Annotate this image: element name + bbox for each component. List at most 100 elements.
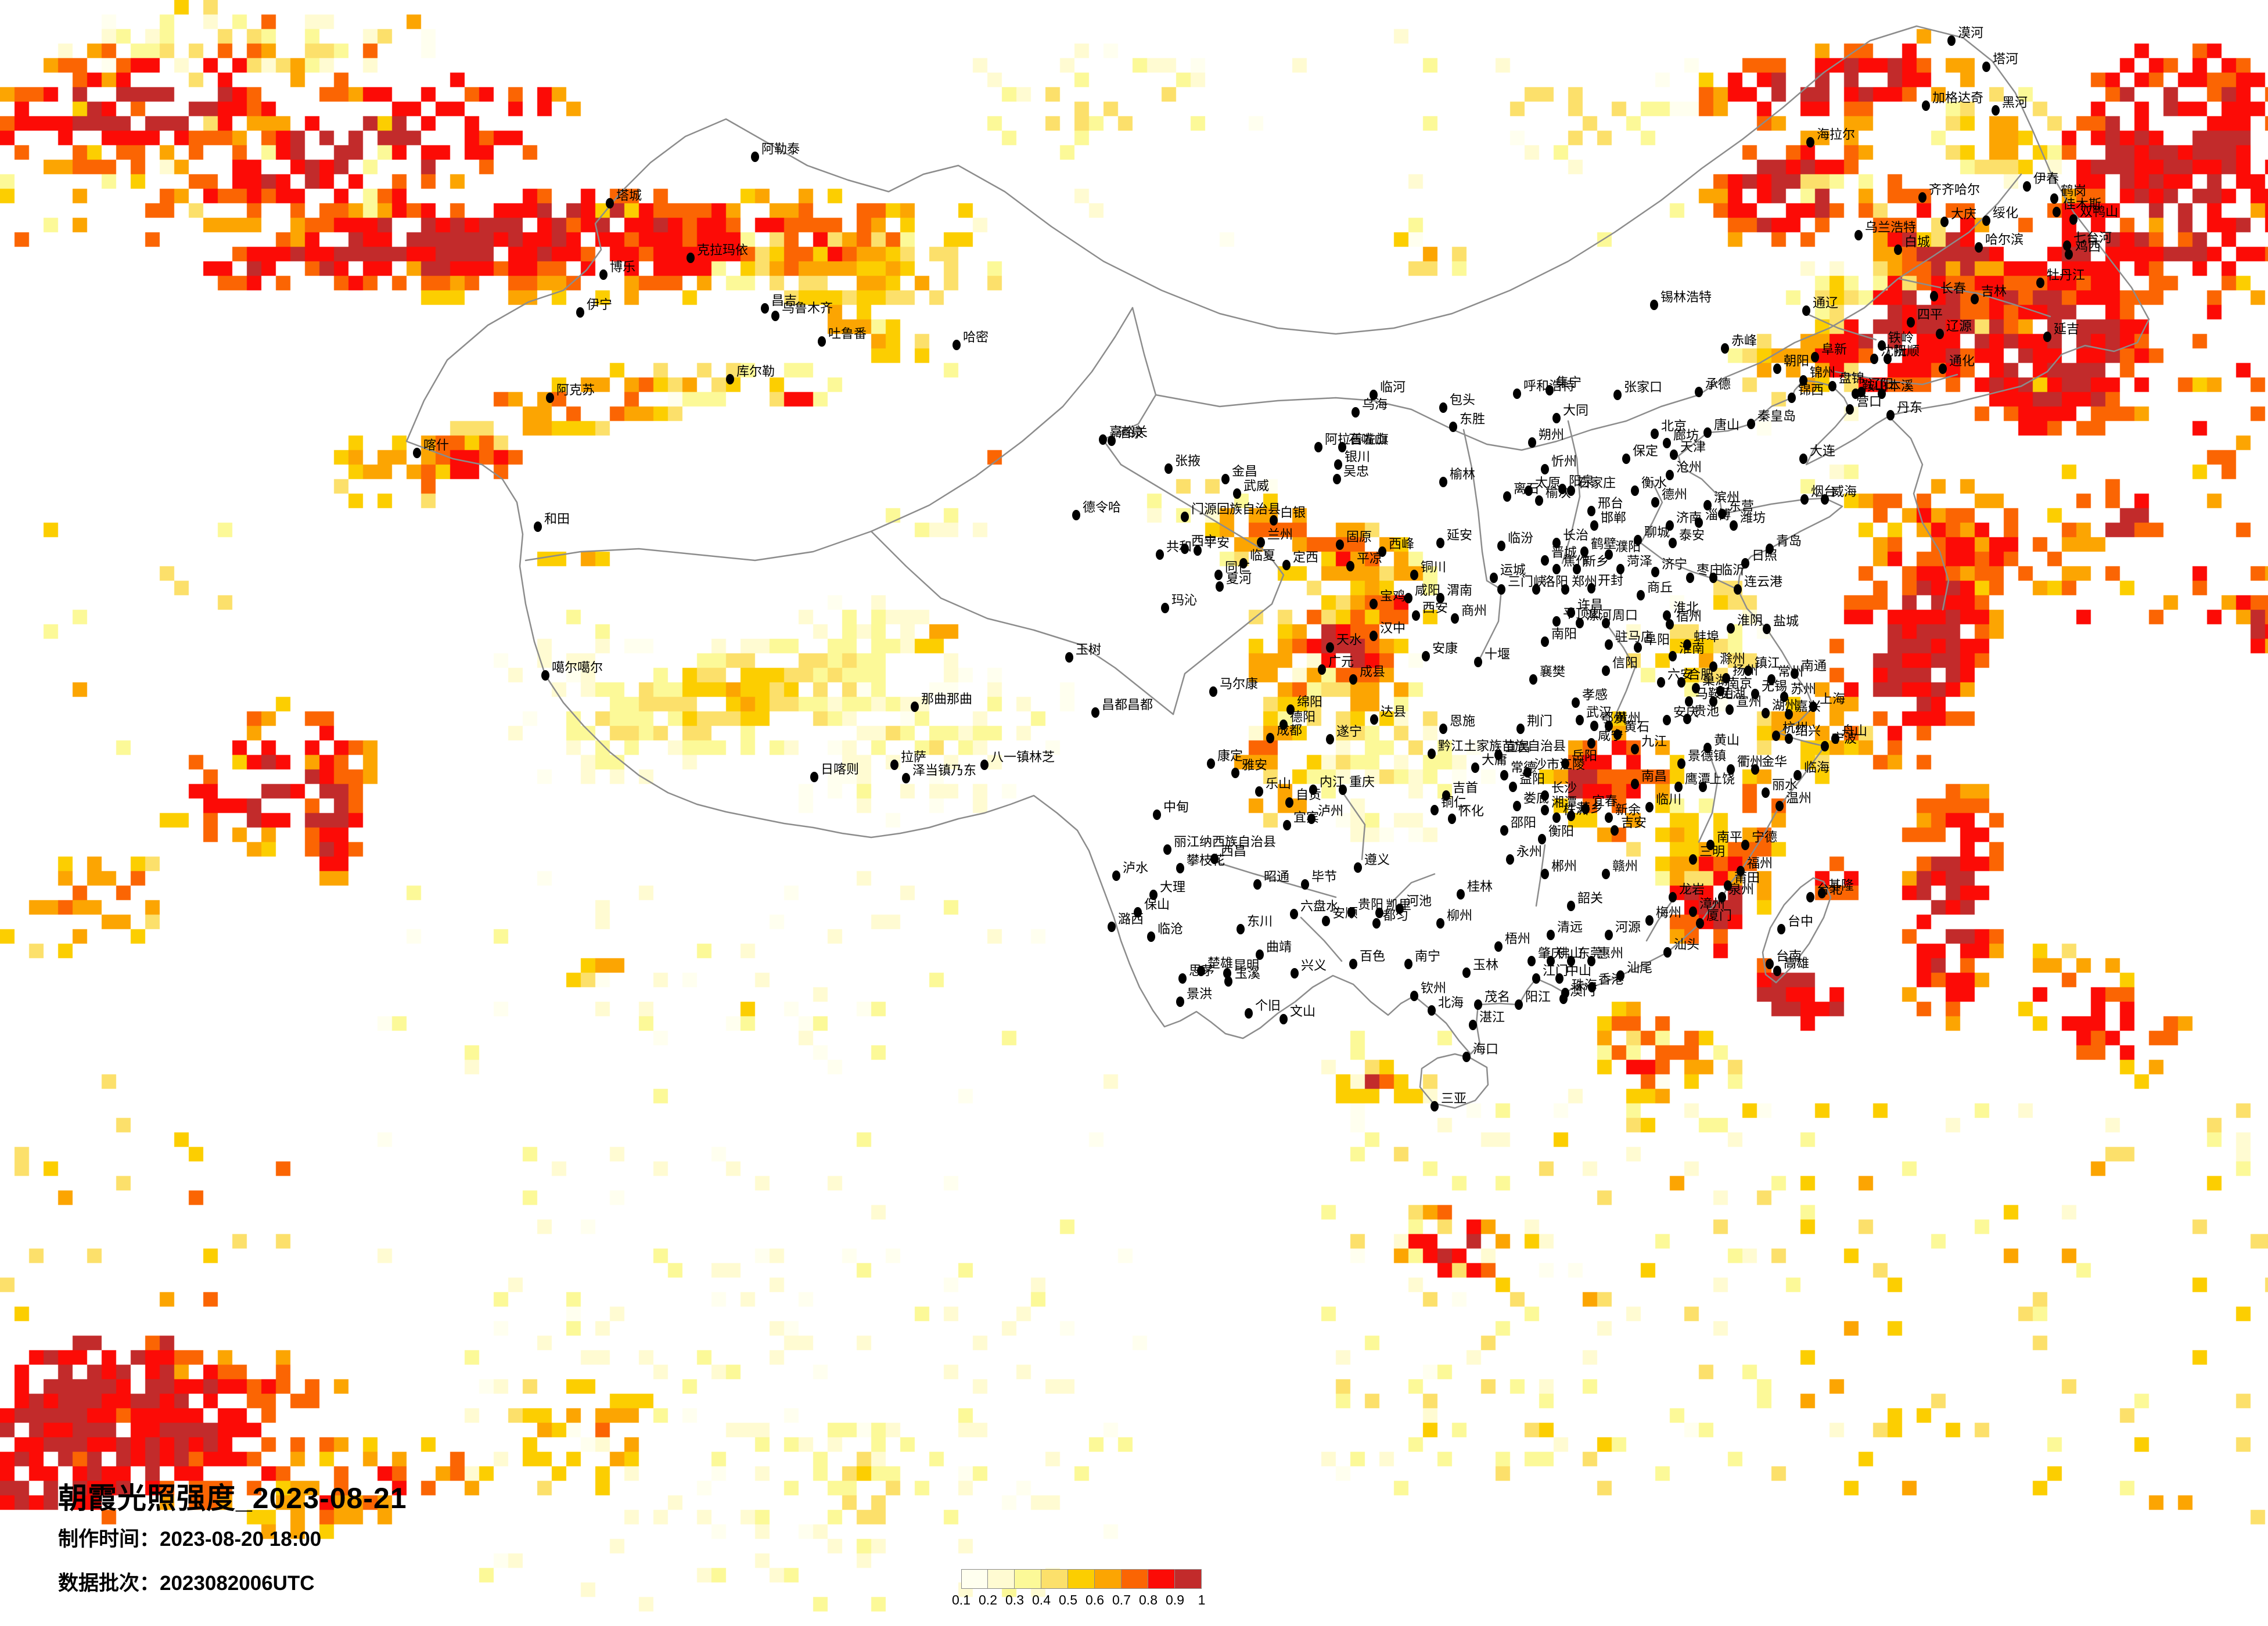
city-label: 鹤壁 (1591, 537, 1616, 551)
city-dot (1286, 704, 1295, 715)
city-那曲那曲: 那曲那曲 (911, 692, 972, 712)
city-label: 廊坊 (1673, 428, 1699, 443)
city-宁德: 宁德 (1741, 830, 1777, 850)
city-dot (1775, 801, 1784, 811)
city-label: 玉溪 (1235, 966, 1260, 981)
city-个旧: 个旧 (1245, 998, 1281, 1019)
city-dot (1283, 820, 1291, 830)
city-dot (1854, 230, 1863, 240)
city-label: 三明 (1699, 844, 1725, 859)
city-label: 雅安 (1242, 758, 1267, 772)
city-label: 宜昌 (1505, 740, 1530, 754)
city-dot (534, 521, 542, 532)
city-label: 巢湖 (1702, 673, 1728, 688)
city-label: 渭南 (1447, 583, 1472, 598)
city-dot (1497, 541, 1505, 551)
city-label: 杭州 (1782, 721, 1808, 735)
city-label: 常州 (1778, 664, 1803, 679)
city-三门峡: 三门峡 (1497, 574, 1546, 595)
city-鸡西: 鸡西 (2065, 239, 2101, 260)
city-咸宁: 咸宁 (1587, 728, 1623, 749)
city-泸水: 泸水 (1112, 861, 1148, 881)
city-dot (1576, 618, 1584, 628)
city-label: 乌鲁木齐 (782, 301, 833, 315)
city-label: 西宁 (1191, 534, 1217, 548)
city-label: 黄石 (1624, 720, 1649, 734)
city-dot (1108, 436, 1116, 446)
city-dot (1494, 941, 1503, 952)
city-盐城: 盐城 (1763, 614, 1799, 634)
city-dot (1474, 657, 1482, 667)
city-label: 大连 (1810, 444, 1835, 458)
city-label: 南宁 (1415, 949, 1440, 963)
province-line-zhejiang (1698, 748, 1719, 843)
city-dot (1587, 738, 1595, 749)
city-label: 武威 (1243, 479, 1269, 493)
city-label: 朝阳 (1784, 354, 1809, 368)
city-西宁: 西宁 (1181, 534, 1217, 554)
city-上饶: 上饶 (1699, 772, 1735, 792)
city-label: 益阳 (1519, 772, 1545, 786)
city-dot (1099, 434, 1107, 445)
city-哈尔滨: 哈尔滨 (1975, 232, 2023, 253)
province-line-shanxi-hebei (1561, 420, 1581, 564)
city-忻州: 忻州 (1541, 454, 1577, 474)
city-dot (1727, 623, 1735, 634)
city-label: 库尔勒 (736, 364, 775, 379)
city-label: 康定 (1217, 749, 1243, 763)
city-曲靖: 曲靖 (1256, 940, 1292, 960)
legend-cell-1 (961, 1569, 988, 1589)
city-临沂: 临沂 (1709, 563, 1745, 583)
city-label: 固原 (1346, 530, 1372, 544)
city-dot (1503, 491, 1511, 502)
city-label: 铁岭 (1888, 330, 1914, 345)
city-泉州: 泉州 (1718, 882, 1754, 902)
city-dot (1239, 558, 1248, 569)
city-label: 石嘴山 (1349, 432, 1387, 447)
city-盘锦: 盘锦 (1828, 371, 1864, 391)
city-漯河: 漯河 (1576, 608, 1612, 628)
city-dot (1922, 100, 1930, 111)
city-安康: 安康 (1422, 641, 1458, 661)
city-label: 长沙 (1551, 780, 1577, 795)
city-齐齐哈尔: 齐齐哈尔 (1918, 182, 1980, 203)
city-label: 嘉峪关 (1109, 425, 1148, 439)
city-营口: 营口 (1846, 394, 1882, 415)
city-label: 商州 (1461, 603, 1487, 618)
city-江门: 江门 (1532, 963, 1568, 984)
province-line-fujian-guangdong (1645, 899, 1674, 942)
city-label: 安顺 (1332, 906, 1358, 920)
city-日喀则: 日喀则 (810, 762, 859, 782)
city-荆门: 荆门 (1516, 714, 1552, 734)
city-label: 北京 (1661, 419, 1687, 433)
province-line-shaanxi-shanxi (1462, 429, 1503, 663)
city-dot (2069, 214, 2077, 225)
city-武汉: 武汉 (1576, 705, 1612, 725)
city-dot (1793, 770, 1802, 780)
city-dot (1788, 393, 1796, 403)
city-dot (413, 448, 421, 458)
province-line-sichuan-yunnan (1216, 861, 1337, 898)
city-dot (1751, 764, 1759, 775)
city-dot (1741, 558, 1749, 569)
city-金华: 金华 (1751, 754, 1787, 775)
city-label: 酒泉 (1118, 426, 1144, 440)
city-dot (980, 760, 989, 770)
city-dot (1605, 812, 1613, 823)
city-dot (1334, 459, 1342, 470)
city-汕尾: 汕尾 (1616, 961, 1652, 981)
city-dot (1751, 689, 1759, 699)
city-双鸭山: 双鸭山 (2069, 204, 2118, 225)
city-label: 张掖 (1175, 454, 1201, 468)
city-label: 阳江 (1525, 990, 1551, 1004)
city-辽阳: 辽阳 (1857, 377, 1893, 397)
city-渭南: 渭南 (1436, 583, 1472, 603)
city-dot (1605, 930, 1613, 940)
city-常州: 常州 (1767, 664, 1803, 685)
city-label: 石家庄 (1577, 476, 1616, 490)
city-dot (1214, 570, 1223, 580)
city-label: 自贡 (1296, 787, 1321, 802)
city-dot (1709, 661, 1717, 672)
city-孝感: 孝感 (1572, 688, 1608, 708)
city-dot (1602, 665, 1610, 676)
